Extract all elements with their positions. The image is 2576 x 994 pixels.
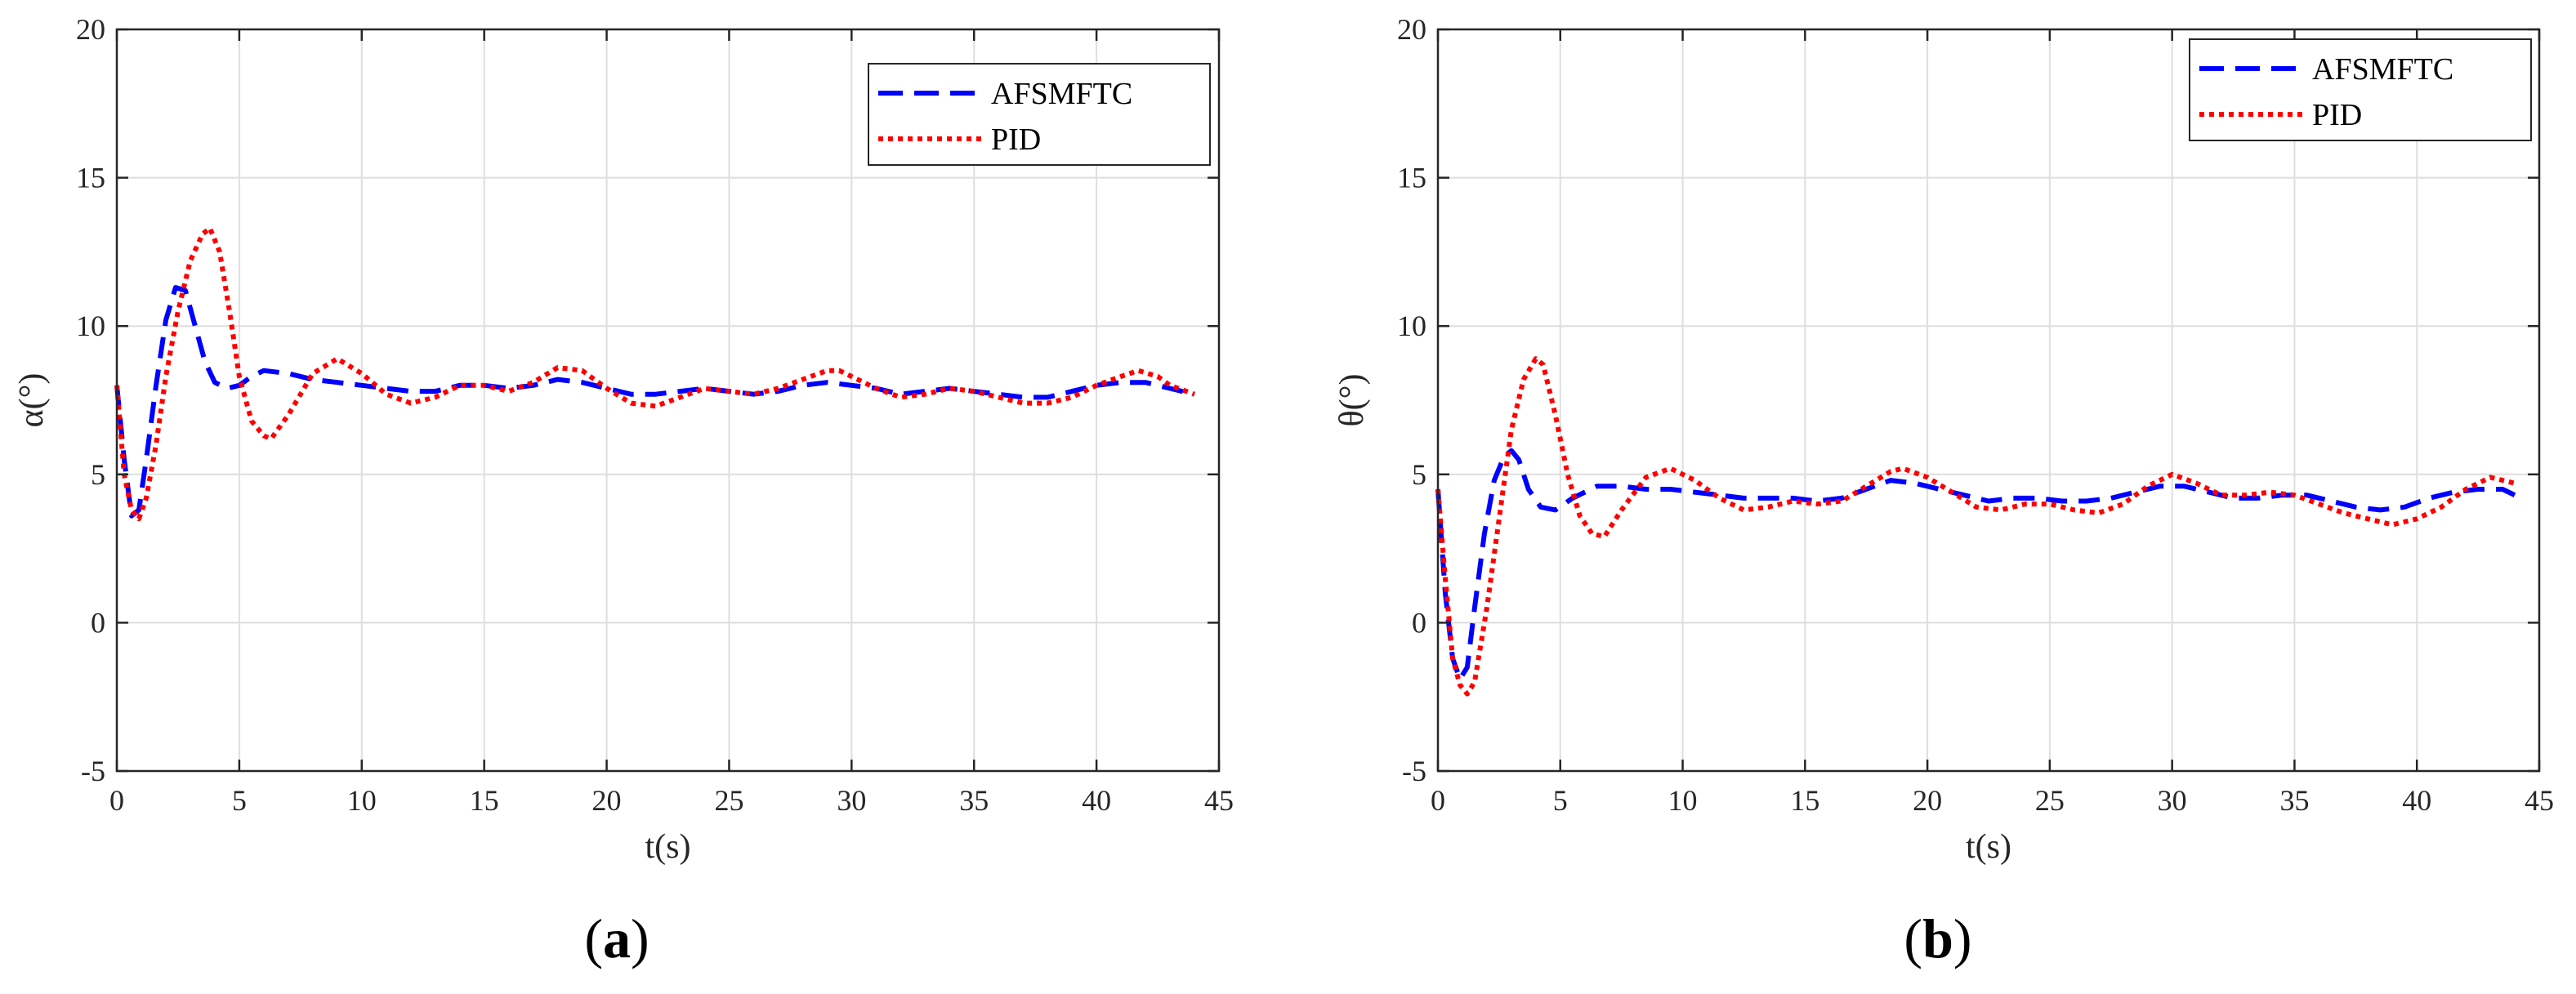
y-tick-label: 5 (91, 458, 105, 491)
y-axis-label: θ(°) (1333, 374, 1371, 427)
x-tick-label: 5 (1553, 784, 1568, 817)
x-tick-label: 20 (592, 784, 622, 817)
axes-box (115, 28, 1221, 773)
x-tick-label: 40 (1082, 784, 1111, 817)
series-line-pid (114, 225, 1196, 522)
series-line-pid (1435, 356, 2516, 697)
legend-label-pid: PID (2312, 98, 2362, 132)
x-tick-label: 45 (1204, 784, 1234, 817)
chart-panel-a: 0 5 10 15 20 25 30 35 40 45-505101520t(s)α(°)AFSM… (13, 13, 1234, 866)
legend-label-afsmftc: AFSMFTC (2312, 52, 2453, 87)
y-tick-label: 10 (1397, 310, 1426, 342)
y-tick-label: 0 (91, 606, 105, 639)
y-tick-label: 20 (76, 13, 105, 46)
legend: AFSMFTC PID (2189, 38, 2532, 141)
x-axis-label: t(s) (645, 828, 691, 866)
y-tick-label: 15 (1397, 162, 1426, 194)
x-tick-label: 25 (2035, 784, 2065, 817)
x-tick-label: 10 (1668, 784, 1698, 817)
x-tick-label: 25 (714, 784, 743, 817)
legend-box (868, 63, 1211, 166)
y-tick-label: 15 (76, 162, 105, 194)
x-tick-label: 15 (470, 784, 499, 817)
y-tick-label: 5 (1412, 458, 1426, 491)
legend: AFSMFTC PID (868, 63, 1211, 166)
x-tick-label: 45 (2525, 784, 2554, 817)
y-tick-label: -5 (1402, 755, 1426, 787)
x-tick-label: 10 (347, 784, 377, 817)
x-tick-label: 15 (1790, 784, 1819, 817)
x-tick-label: 30 (837, 784, 866, 817)
caption-a: (a) (584, 907, 649, 969)
y-tick-label: -5 (81, 755, 105, 787)
legend-box (2189, 38, 2532, 141)
y-tick-label: 10 (76, 310, 105, 342)
x-tick-label: 5 (232, 784, 247, 817)
x-axis-label: t(s) (1966, 828, 2011, 866)
x-tick-label: 30 (2158, 784, 2187, 817)
y-axis-label: α(°) (13, 373, 51, 428)
x-tick-label: 0 (1431, 784, 1445, 817)
axes-box (1436, 28, 2541, 773)
series-line-afsmftc (1435, 448, 2516, 682)
caption-b: (b) (1904, 907, 1971, 969)
x-tick-label: 40 (2402, 784, 2431, 817)
series-line-afsmftc (114, 285, 1195, 519)
plot-area (1438, 29, 2539, 771)
y-tick-label: 0 (1412, 606, 1426, 639)
y-tick-label: 20 (1397, 13, 1426, 46)
legend-label-afsmftc: AFSMFTC (991, 77, 1132, 111)
x-tick-label: 20 (1913, 784, 1942, 817)
x-tick-label: 35 (2279, 784, 2309, 817)
x-tick-label: 35 (959, 784, 989, 817)
legend-label-pid: PID (991, 123, 1041, 157)
chart-panel-b: 0 5 10 15 20 25 30 35 40 45-505101520t(s)θ(°)AFSM… (1333, 13, 2554, 866)
x-tick-label: 0 (109, 784, 124, 817)
